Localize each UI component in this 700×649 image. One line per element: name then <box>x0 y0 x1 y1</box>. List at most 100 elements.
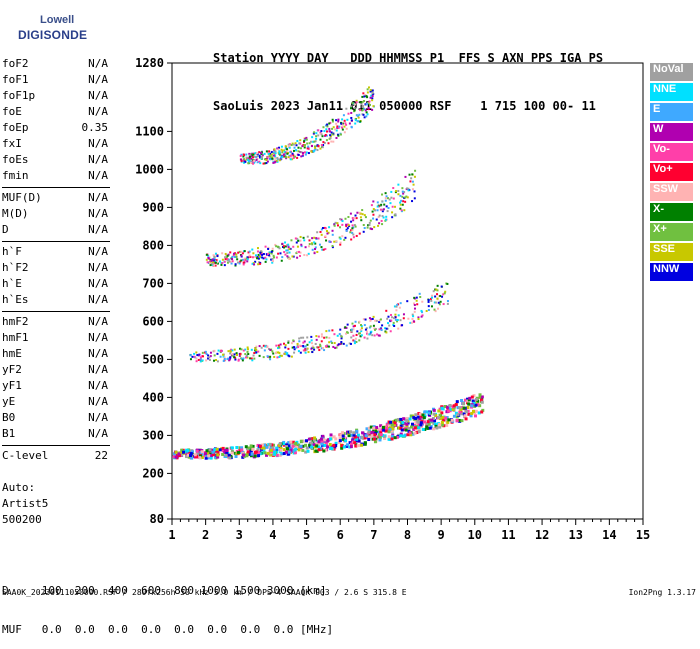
echo-point <box>265 159 268 162</box>
echo-point <box>189 452 193 456</box>
x-tick-label: 8 <box>404 528 411 542</box>
param-value: N/A <box>88 223 108 236</box>
echo-point <box>301 444 305 448</box>
echo-point <box>350 105 353 108</box>
echo-point <box>282 442 286 446</box>
echo-point <box>246 158 249 161</box>
echo-point <box>421 300 424 303</box>
echo-point <box>286 449 290 453</box>
echo-point <box>354 214 357 217</box>
echo-point <box>371 97 374 100</box>
echo-point <box>280 259 283 262</box>
echo-point <box>325 443 329 447</box>
echo-point <box>248 160 251 163</box>
echo-point <box>326 445 330 449</box>
echo-point <box>435 426 439 430</box>
echo-point <box>385 215 388 218</box>
param-value: N/A <box>88 293 108 306</box>
echo-point <box>396 303 399 306</box>
echo-point <box>335 240 338 243</box>
y-tick-label: 600 <box>142 314 164 328</box>
echo-point <box>414 413 418 417</box>
echo-point <box>208 356 211 359</box>
echo-point <box>407 189 410 192</box>
echo-point <box>255 152 258 155</box>
echo-point <box>306 142 309 145</box>
echo-point <box>304 137 307 140</box>
param-row: yE N/A <box>2 394 110 410</box>
echo-point <box>266 157 269 160</box>
echo-point <box>425 310 428 313</box>
echo-point <box>325 139 328 142</box>
echo-point <box>201 351 204 354</box>
echo-point <box>355 101 358 104</box>
echo-point <box>398 306 401 309</box>
echo-point <box>466 405 470 409</box>
echo-point <box>417 316 420 319</box>
echo-point <box>201 359 204 362</box>
echo-point <box>378 436 382 440</box>
echo-point <box>315 346 318 349</box>
echo-point <box>312 438 316 442</box>
echo-point <box>354 119 357 122</box>
echo-point <box>384 199 387 202</box>
echo-point <box>303 239 306 242</box>
echo-point <box>454 411 458 415</box>
echo-point <box>287 156 290 159</box>
echo-point <box>310 335 313 338</box>
echo-point <box>271 260 274 263</box>
echo-point <box>350 220 353 223</box>
echo-point <box>286 252 289 255</box>
echo-point <box>189 354 192 357</box>
echo-point <box>289 247 292 250</box>
echo-point <box>284 253 287 256</box>
echo-point <box>314 248 317 251</box>
echo-point <box>258 151 261 154</box>
echo-point <box>195 452 199 456</box>
echo-point <box>267 254 270 257</box>
echo-point <box>319 446 323 450</box>
echo-point <box>226 261 229 264</box>
echo-point <box>329 134 332 137</box>
echo-point <box>260 252 263 255</box>
echo-point <box>371 94 374 97</box>
echo-point <box>287 243 290 246</box>
echo-point <box>316 231 319 234</box>
echo-point <box>409 425 413 429</box>
echo-point <box>340 335 343 338</box>
echo-point <box>234 358 237 361</box>
echo-point <box>304 351 307 354</box>
echo-point <box>336 125 339 128</box>
echo-point <box>277 252 280 255</box>
echo-point <box>230 262 233 265</box>
echo-point <box>339 237 342 240</box>
echo-point <box>240 448 244 452</box>
echo-point <box>261 154 264 157</box>
echo-point <box>290 143 293 146</box>
echo-point <box>425 422 429 426</box>
echo-point <box>319 147 322 150</box>
echo-point <box>180 448 184 452</box>
param-row: D N/A <box>2 222 110 238</box>
echo-point <box>367 438 371 442</box>
echo-point <box>242 349 245 352</box>
echo-point <box>446 300 449 303</box>
x-tick-label: 12 <box>535 528 549 542</box>
echo-point <box>278 346 281 349</box>
echo-point <box>404 200 407 203</box>
echo-point <box>285 353 288 356</box>
echo-point <box>320 228 323 231</box>
echo-point <box>324 448 328 452</box>
echo-point <box>272 443 276 447</box>
echo-point <box>281 149 284 152</box>
echo-point <box>427 422 431 426</box>
echo-point <box>378 328 381 331</box>
echo-point <box>205 451 209 455</box>
echo-point <box>289 158 292 161</box>
echo-point <box>350 238 353 241</box>
echo-point <box>232 252 235 255</box>
echo-point <box>311 351 314 354</box>
echo-point <box>251 447 255 451</box>
echo-point <box>441 423 445 427</box>
echo-point <box>320 340 323 343</box>
